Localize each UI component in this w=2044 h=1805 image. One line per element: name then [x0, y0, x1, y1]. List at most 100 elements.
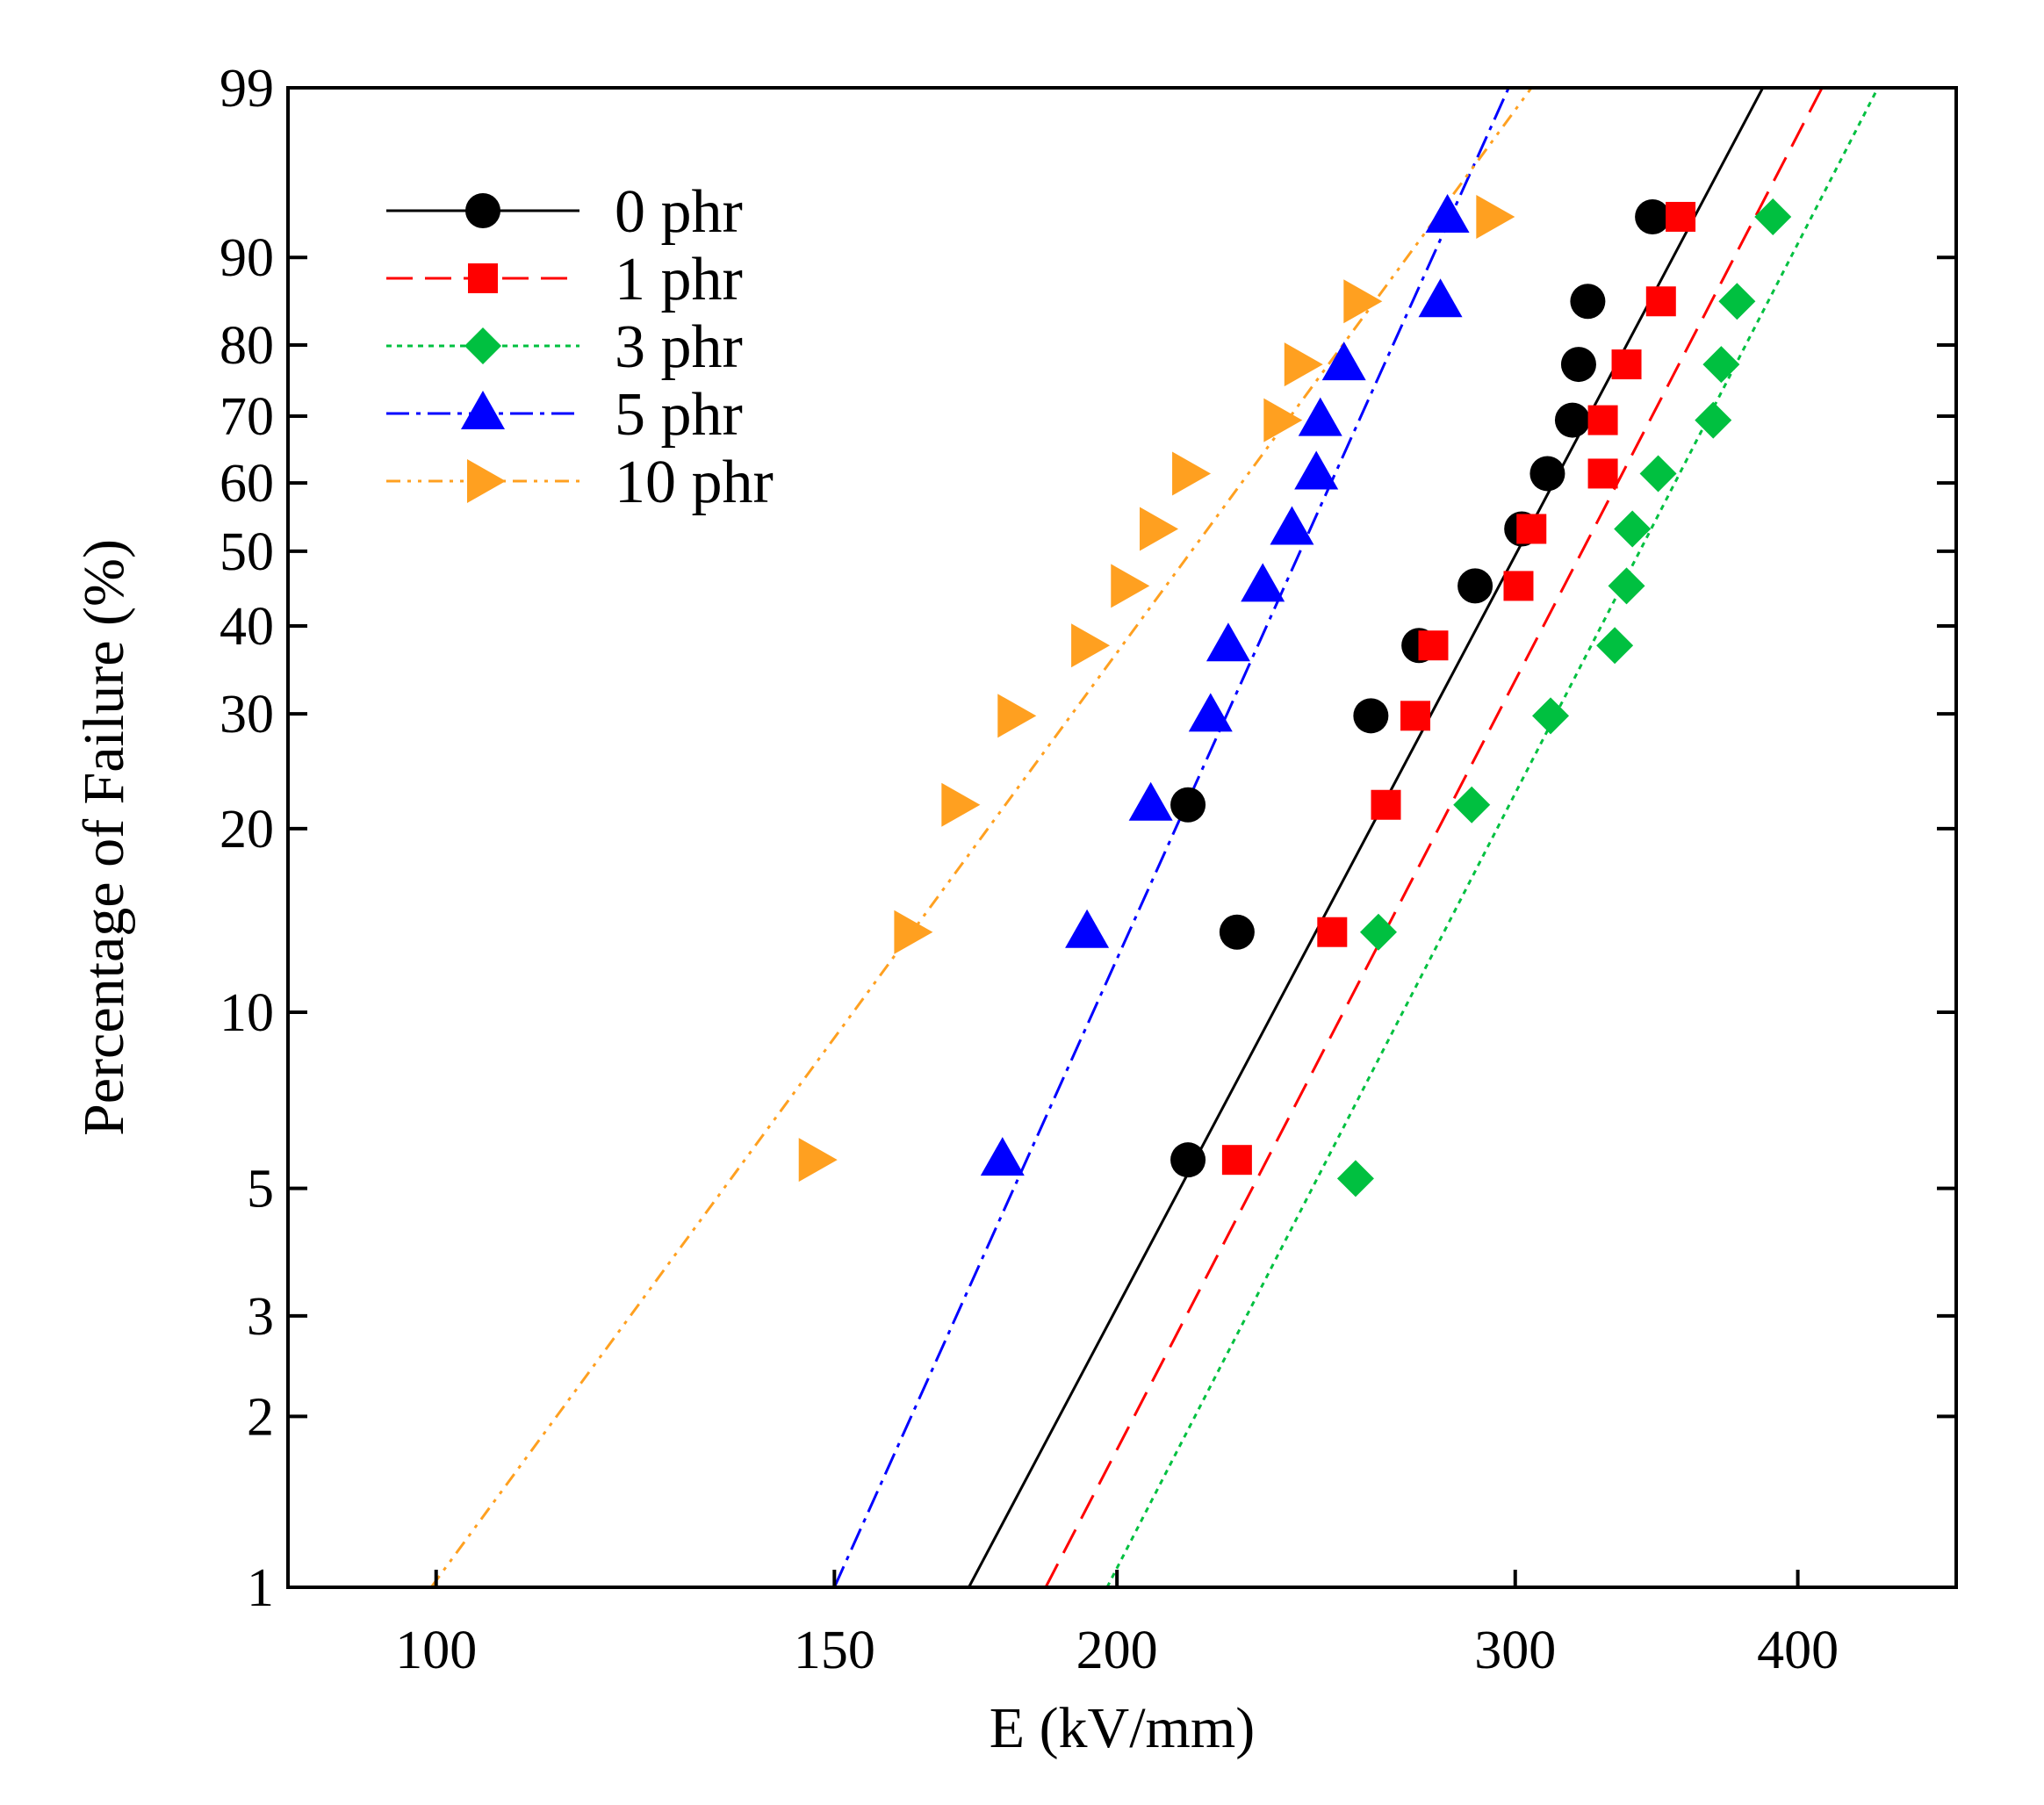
data-point: [1317, 917, 1348, 947]
data-point: [1111, 564, 1150, 608]
data-point: [1241, 563, 1285, 602]
data-point: [1128, 781, 1173, 821]
y-tick-label: 50: [220, 522, 274, 582]
data-point: [1614, 510, 1652, 548]
data-point: [1353, 698, 1389, 734]
fit-line: [429, 87, 1533, 1588]
data-point: [1170, 1142, 1206, 1178]
legend-marker: [464, 327, 501, 364]
data-point: [1221, 1145, 1252, 1176]
y-tick-label: 20: [220, 800, 274, 859]
y-tick-label: 99: [220, 59, 274, 119]
data-point: [980, 1137, 1025, 1176]
y-tick-label: 40: [220, 597, 274, 657]
y-tick-label: 80: [220, 316, 274, 376]
data-point: [1587, 458, 1618, 489]
x-tick-label: 300: [1474, 1621, 1556, 1680]
data-point: [1071, 623, 1111, 668]
x-tick-label: 150: [794, 1621, 875, 1680]
data-point: [1587, 405, 1618, 435]
data-point: [1754, 198, 1792, 235]
fit-line: [1105, 87, 1880, 1588]
y-tick-label: 3: [247, 1287, 274, 1347]
legend-label: 0 phr: [615, 178, 743, 246]
x-tick-label: 200: [1076, 1621, 1158, 1680]
data-point: [1560, 347, 1596, 383]
data-point: [1516, 514, 1547, 544]
fit-line: [1044, 87, 1824, 1588]
data-point: [1608, 567, 1645, 605]
y-tick-label: 5: [247, 1160, 274, 1219]
data-point: [894, 910, 933, 954]
data-point: [1263, 398, 1303, 442]
y-tick-label: 1: [247, 1558, 274, 1618]
data-point: [1298, 397, 1342, 436]
data-point: [1321, 342, 1366, 381]
y-tick-label: 70: [220, 387, 274, 447]
data-point: [1188, 693, 1233, 732]
legend-label: 10 phr: [615, 449, 774, 516]
y-tick-label: 2: [247, 1387, 274, 1447]
data-point: [1359, 913, 1397, 951]
x-axis-title: E (kV/mm): [990, 1696, 1255, 1760]
data-point: [1639, 455, 1677, 493]
data-point: [1172, 451, 1212, 496]
fit-line: [832, 87, 1510, 1588]
data-point: [1635, 198, 1671, 234]
data-point: [1596, 627, 1634, 665]
data-point: [1503, 571, 1534, 601]
y-tick-label: 90: [220, 228, 274, 288]
data-point: [1206, 622, 1250, 662]
data-point: [1453, 786, 1491, 823]
legend-label: 1 phr: [615, 246, 743, 313]
plot-frame: [286, 86, 1958, 1589]
data-point: [1065, 909, 1110, 948]
data-point: [1425, 193, 1470, 233]
legend-label: 3 phr: [615, 313, 743, 381]
data-point: [1336, 1160, 1374, 1197]
y-tick-label: 10: [220, 983, 274, 1043]
data-point: [1418, 278, 1463, 318]
data-point: [1695, 401, 1732, 439]
data-point: [1476, 194, 1515, 239]
data-point: [1554, 402, 1590, 438]
data-point: [1418, 630, 1449, 661]
data-point: [1294, 450, 1339, 490]
x-tick-label: 400: [1757, 1621, 1839, 1680]
data-point: [1219, 914, 1255, 950]
data-point: [1666, 201, 1696, 232]
y-axis-ticks: 1 2 3 5 10 20 30 40 50 60 70 80 90 99: [220, 59, 1956, 1618]
data-point: [1457, 568, 1493, 604]
data-point: [941, 782, 981, 827]
data-point: [1611, 349, 1642, 380]
data-point: [997, 694, 1037, 738]
data-markers: [798, 193, 1792, 1197]
data-point: [1718, 283, 1756, 320]
data-point: [798, 1138, 838, 1183]
legend-label: 5 phr: [615, 381, 743, 449]
y-axis-title: Percentage of Failure (%): [72, 539, 136, 1136]
data-point: [1702, 346, 1740, 384]
y-tick-label: 60: [220, 454, 274, 514]
data-point: [1400, 701, 1431, 731]
data-point: [1529, 456, 1565, 492]
x-axis-ticks: 100 150 200 300 400: [395, 1570, 1839, 1680]
data-point: [1140, 507, 1179, 551]
data-point: [1170, 787, 1206, 823]
legend-marker: [465, 193, 500, 228]
x-tick-label: 100: [395, 1621, 477, 1680]
y-tick-label: 30: [220, 685, 274, 744]
legend-marker: [467, 459, 506, 503]
data-point: [1645, 286, 1676, 317]
data-point: [1570, 284, 1606, 320]
data-point: [1532, 697, 1570, 735]
fit-lines: [429, 87, 1880, 1588]
legend-marker: [461, 391, 505, 429]
data-point: [1270, 506, 1314, 545]
data-point: [1343, 279, 1383, 324]
data-point: [1284, 342, 1323, 387]
data-point: [1371, 789, 1401, 820]
fit-line: [968, 87, 1765, 1588]
